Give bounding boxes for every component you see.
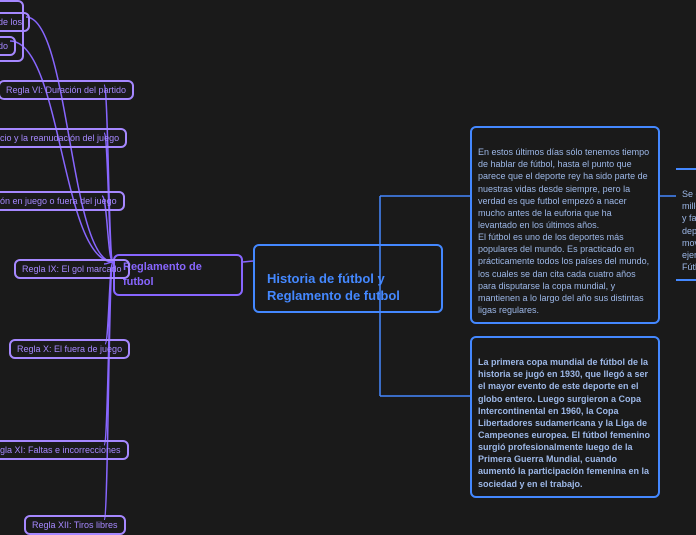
reglamento-node[interactable]: Reglamento de futbol [113,254,243,296]
rule-node-8[interactable]: Regla XII: Tiros libres [24,515,126,535]
rule-node-2[interactable]: Regla VI: Duración del partido [0,80,134,100]
rule-node-5[interactable]: Regla IX: El gol marcado [14,259,130,279]
side-block[interactable]: Se es millor y fan depor movi ejerc Fútb… [676,168,696,281]
block3-text: Se es millor y fan depor movi ejerc Fútb… [682,189,696,272]
block2-text: La primera copa mundial de fútbol de la … [478,357,650,488]
rule-group-box [0,0,24,62]
rule-node-6[interactable]: Regla X: El fuera de juego [9,339,130,359]
rule-node-3[interactable]: cio y la reanudación del juego [0,128,127,148]
reglamento-text: Reglamento de futbol [123,261,202,288]
rule-node-4[interactable]: ón en juego o fuera del juego [0,191,125,211]
center-node[interactable]: Historia de fútbol y Reglamento de futbo… [253,244,443,313]
rule-node-7[interactable]: gla XI: Faltas e incorrecciones [0,440,129,460]
history-block-1[interactable]: En estos últimos días sólo tenemos tiemp… [470,126,660,324]
block1-text: En estos últimos días sólo tenemos tiemp… [478,147,649,315]
center-text: Historia de fútbol y Reglamento de futbo… [267,271,400,304]
history-block-2[interactable]: La primera copa mundial de fútbol de la … [470,336,660,498]
